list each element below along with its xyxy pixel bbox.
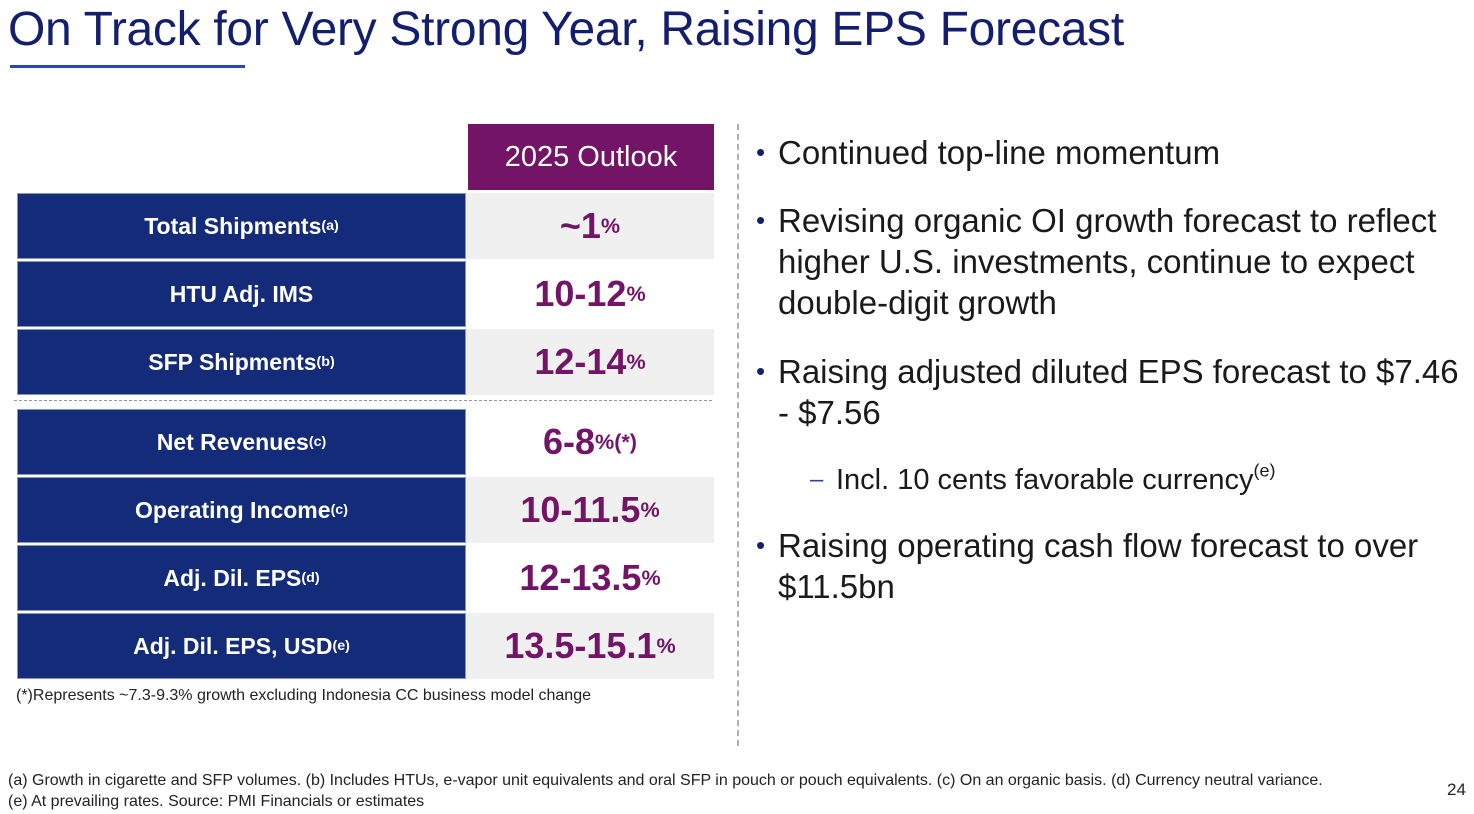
row-value-text: 12-13.5	[519, 557, 642, 598]
footnotes: (a) Growth in cigarette and SFP volumes.…	[8, 770, 1428, 812]
bullet-item: • Raising operating cash flow forecast t…	[752, 525, 1467, 607]
table-row: SFP Shipments (b) 12-14%	[17, 329, 714, 395]
row-value-text: 6-8	[542, 421, 596, 462]
table-row: HTU Adj. IMS 10-12%	[17, 261, 714, 327]
row-label-text: Adj. Dil. EPS, USD	[133, 632, 333, 659]
footnote-line: (a) Growth in cigarette and SFP volumes.…	[8, 772, 1323, 789]
column-divider	[737, 124, 739, 746]
row-value-text: 12-14	[534, 341, 627, 382]
row-value: 6-8 %(*)	[466, 409, 714, 475]
dash-icon: –	[810, 466, 824, 493]
page-number: 24	[1447, 780, 1466, 799]
row-value-text: ~1	[559, 205, 601, 246]
table-row: Adj. Dil. EPS (d) 12-13.5%	[17, 545, 714, 611]
row-value: 12-14%	[466, 329, 714, 395]
row-label: Adj. Dil. EPS (d)	[17, 545, 466, 611]
row-label: SFP Shipments (b)	[17, 329, 466, 395]
bullet-text: Continued top-line momentum	[778, 134, 1221, 171]
row-label-text: Total Shipments	[144, 212, 322, 239]
bullet-icon: •	[756, 205, 766, 235]
footnote-line: (e) At prevailing rates. Source: PMI Fin…	[8, 793, 425, 810]
row-label: Operating Income (c)	[17, 477, 466, 543]
row-label: Adj. Dil. EPS, USD (e)	[17, 613, 466, 679]
sub-bullet-text: Incl. 10 cents favorable currency	[836, 464, 1254, 496]
bullet-item: • Continued top-line momentum	[752, 132, 1467, 173]
footnote-ref: (e)	[1253, 460, 1276, 481]
row-label-text: Adj. Dil. EPS	[163, 564, 302, 591]
outlook-column-header: 2025 Outlook	[468, 124, 714, 190]
row-value: 10-12%	[466, 261, 714, 327]
bullet-item: • Raising adjusted diluted EPS forecast …	[752, 351, 1467, 433]
bullet-icon: •	[756, 530, 766, 560]
title-underline	[10, 65, 245, 68]
row-value-text: 10-12	[534, 273, 627, 314]
bullet-icon: •	[756, 356, 766, 386]
bullet-text: Revising organic OI growth forecast to r…	[778, 202, 1437, 321]
bullet-icon: •	[756, 137, 766, 167]
row-label-text: Operating Income	[135, 496, 331, 523]
row-value: 10-11.5%	[466, 477, 714, 543]
bullet-text: Raising adjusted diluted EPS forecast to…	[778, 353, 1459, 431]
row-value-text: 10-11.5	[520, 489, 641, 530]
table-row: Net Revenues (c) 6-8 %(*)	[17, 409, 714, 475]
page-title: On Track for Very Strong Year, Raising E…	[8, 3, 1124, 56]
row-value: 12-13.5%	[466, 545, 714, 611]
bullet-item: • Revising organic OI growth forecast to…	[752, 200, 1467, 323]
row-label: Net Revenues (c)	[17, 409, 466, 475]
row-value: 13.5-15.1%	[466, 613, 714, 679]
row-label-text: Net Revenues	[156, 428, 309, 455]
table-row: Adj. Dil. EPS, USD (e) 13.5-15.1%	[17, 613, 714, 679]
row-label-text: SFP Shipments	[148, 348, 317, 375]
table-section-divider	[14, 400, 712, 401]
table-row: Operating Income (c) 10-11.5%	[17, 477, 714, 543]
row-label: Total Shipments (a)	[17, 193, 466, 259]
row-value-text: 13.5-15.1	[504, 625, 657, 666]
sub-bullet-item: – Incl. 10 cents favorable currency(e)	[810, 460, 1276, 498]
table-footnote: (*)Represents ~7.3-9.3% growth excluding…	[16, 687, 591, 704]
bullet-text: Raising operating cash flow forecast to …	[778, 527, 1419, 605]
table-row: Total Shipments (a) ~1%	[17, 193, 714, 259]
row-label: HTU Adj. IMS	[17, 261, 466, 327]
row-label-text: HTU Adj. IMS	[169, 280, 314, 307]
row-value: ~1%	[466, 193, 714, 259]
